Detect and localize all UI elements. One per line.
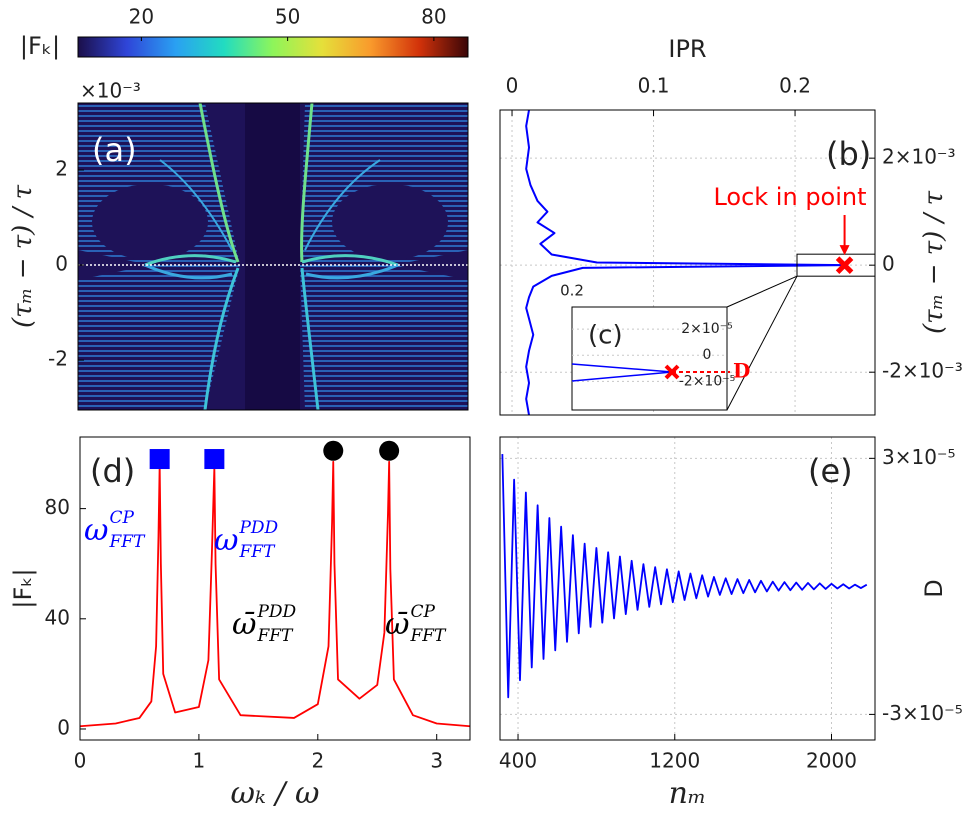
y-tick-label: -2×10⁻³	[882, 359, 963, 383]
peak-label: ωPDD FFT	[214, 518, 279, 562]
panel-label: (d)	[90, 452, 135, 490]
arrow-head	[839, 245, 850, 256]
peak-label-sub: FFT	[108, 532, 146, 552]
x-tick-label: 0.1	[638, 74, 670, 98]
panel-label: (a)	[92, 131, 137, 169]
peak-label: ω̄CP FFT	[385, 602, 447, 646]
x-tick-label: 400	[499, 749, 537, 773]
peak-label-sub: FFT	[409, 626, 447, 646]
y-tick-label: 2	[55, 157, 68, 181]
y-tick-label: -2	[48, 347, 68, 371]
colorbar-tick-label: 50	[275, 5, 300, 29]
peak-label-sup: CP	[109, 508, 134, 528]
y-tick-label: 0	[882, 252, 895, 276]
peak-label: ω̄PDD FFT	[232, 602, 297, 646]
inset-y-label: D	[733, 359, 750, 383]
peak-label-base: ω̄	[232, 607, 256, 642]
inset-tick-label: 2×10⁻⁵	[681, 321, 732, 337]
colorbar-label: |Fₖ|	[20, 32, 60, 60]
peak-label-sub: FFT	[238, 542, 276, 562]
y-axis-label: D	[920, 579, 948, 597]
series-line	[501, 454, 868, 699]
inset-panel-label: (c)	[588, 321, 623, 351]
zoom-line	[726, 275, 798, 411]
peak-label-base: ω	[214, 523, 238, 558]
peak-label-sub: FFT	[256, 626, 294, 646]
y-axis-label: (τₘ − τ) / τ	[8, 184, 38, 328]
x-tick-label: 1200	[649, 749, 700, 773]
y-tick-label: 3×10⁻⁵	[882, 445, 956, 469]
peak-label-sup: CP	[410, 602, 435, 622]
x-axis-label: ωₖ / ω	[230, 776, 319, 811]
panel-label: (e)	[808, 452, 853, 490]
plot-frame	[499, 436, 876, 741]
panel-label: (b)	[826, 135, 871, 173]
peak-label-base: ω	[84, 513, 108, 548]
inset-x-tick-label: 0.2	[560, 282, 584, 300]
peak-label-sup: PDD	[238, 518, 278, 538]
annotation: Lock in point	[713, 183, 866, 211]
y-axis-label: (τₘ − τ) / τ	[919, 190, 949, 334]
peak-marker	[379, 440, 400, 461]
peak-marker	[149, 449, 170, 470]
x-tick-label: 0.2	[779, 74, 811, 98]
peak-label-base: ω̄	[385, 607, 409, 642]
x-tick-label: 0	[506, 74, 519, 98]
colorbar	[77, 36, 469, 58]
peak-marker	[204, 449, 225, 470]
lock-point	[835, 256, 854, 274]
heatmap-frame	[77, 102, 469, 411]
x-tick-label: 1	[193, 749, 206, 773]
peak-label: ωCP FFT	[84, 508, 146, 552]
plot-frame	[79, 436, 471, 741]
colorbar-tick-label: 20	[129, 5, 154, 29]
zoom-line	[726, 275, 798, 308]
plot-area	[80, 437, 470, 740]
x-axis-label: IPR	[668, 35, 706, 63]
series-line	[79, 460, 471, 728]
peak-label-sup: PDD	[256, 602, 296, 622]
y-tick-label: 40	[45, 605, 70, 629]
plot-frame	[499, 109, 876, 416]
y-tick-label: 0	[57, 715, 70, 739]
y-tick-label: 0	[55, 252, 68, 276]
y-tick-label: 2×10⁻³	[882, 145, 956, 169]
y-tick-label: -3×10⁻⁵	[882, 701, 963, 725]
inset-curve	[571, 363, 673, 373]
x-tick-label: 3	[430, 749, 443, 773]
x-tick-label: 0	[74, 749, 87, 773]
y-tick-label: 80	[45, 495, 70, 519]
x-axis-label: nₘ	[669, 776, 707, 811]
peak-marker	[323, 440, 344, 461]
heatmap	[78, 103, 468, 410]
inset-lock-point	[664, 364, 680, 380]
inset-tick-label: -2×10⁻⁵	[679, 373, 736, 389]
colorbar-tick-label: 80	[421, 5, 446, 29]
inset-curve	[571, 371, 673, 382]
inset-tick-label: 0	[703, 347, 712, 363]
y-axis-label: |Fₖ|	[9, 568, 37, 608]
x-tick-label: 2	[311, 749, 324, 773]
inset-frame	[571, 306, 728, 411]
y-multiplier: ×10⁻³	[80, 79, 141, 103]
x-tick-label: 2000	[806, 749, 857, 773]
